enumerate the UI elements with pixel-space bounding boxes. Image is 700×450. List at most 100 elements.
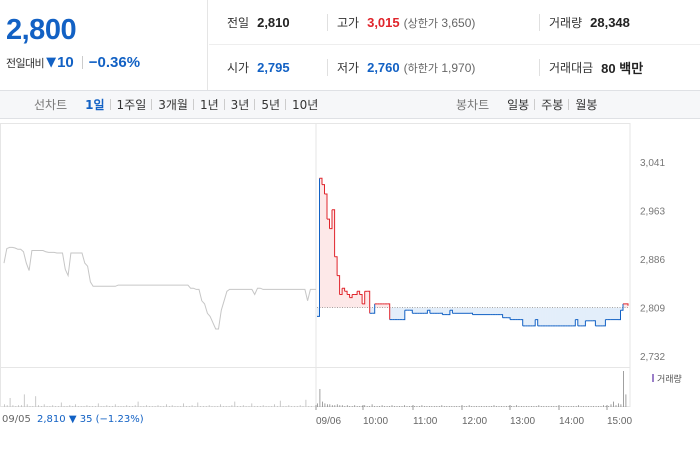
volume-bar xyxy=(234,401,236,407)
volume-bar xyxy=(526,406,527,407)
volume-bar xyxy=(92,406,93,407)
volume-bar xyxy=(563,406,565,407)
area-segment xyxy=(449,307,453,311)
today-line-segment xyxy=(592,320,596,326)
today-line-segment xyxy=(344,290,348,295)
volume-bar xyxy=(134,405,136,407)
volume-bar xyxy=(401,406,403,407)
area-segment xyxy=(317,307,320,317)
tab-daily-candle[interactable]: 일봉 xyxy=(507,98,530,112)
today-line-segment xyxy=(359,294,363,304)
upper-limit-label: 상한가 xyxy=(407,16,439,30)
volume-bar xyxy=(496,406,497,407)
volume-bar xyxy=(35,396,37,407)
volume-bar xyxy=(114,404,116,407)
plot-border xyxy=(0,123,631,407)
volume-bar xyxy=(60,402,62,407)
area-segment xyxy=(327,219,330,308)
volume-bar xyxy=(191,405,193,407)
tab-period-3[interactable]: 1년 xyxy=(192,96,225,113)
area-segment xyxy=(602,307,606,326)
volume-bar xyxy=(565,406,567,407)
area-segment xyxy=(419,307,423,314)
change-label: 전일대비 xyxy=(6,56,45,70)
volume-bar xyxy=(486,406,487,407)
volume-bar xyxy=(257,406,258,407)
volume-bar xyxy=(553,406,555,407)
today-line-segment xyxy=(447,310,451,316)
volume-bar xyxy=(349,406,351,407)
area-segment xyxy=(369,307,373,314)
volume-bar xyxy=(598,406,599,407)
volume-bar xyxy=(503,406,505,407)
open-value: 2,795 xyxy=(257,60,290,75)
volume-bar xyxy=(386,406,388,407)
volume-bar xyxy=(419,406,420,407)
area-segment xyxy=(557,307,561,326)
area-segment xyxy=(347,294,350,308)
today-line-segment xyxy=(618,310,621,321)
area-segment xyxy=(427,307,431,311)
volume-bar xyxy=(436,406,438,407)
volume-bar xyxy=(143,406,145,407)
down-triangle-icon: ▼ xyxy=(68,414,77,425)
area-segment xyxy=(339,294,343,308)
volume-bar xyxy=(146,405,147,407)
volume-bar xyxy=(21,405,22,407)
volume-bar xyxy=(126,405,128,407)
area-segment xyxy=(615,307,619,320)
volume-bar xyxy=(254,406,256,407)
volume-bar xyxy=(9,398,11,407)
tab-period-2[interactable]: 3개월 xyxy=(151,96,194,113)
volume-bar xyxy=(433,406,435,407)
volume-bar xyxy=(603,405,604,407)
volume-bar xyxy=(578,405,579,407)
tab-day[interactable]: 1일 xyxy=(85,98,105,112)
area-segment xyxy=(389,307,393,320)
volume-bar xyxy=(391,405,393,407)
area-segment xyxy=(432,307,436,314)
area-segment xyxy=(505,307,508,318)
prev-close: 전일 2,810 xyxy=(227,0,290,45)
volume-bar xyxy=(151,406,153,407)
volume-bar xyxy=(251,403,253,407)
today-line-segment xyxy=(334,256,338,276)
volume-bar xyxy=(334,405,336,407)
tab-period-1[interactable]: 1주일 xyxy=(109,96,153,113)
volume-bar xyxy=(448,406,450,407)
tab-period-5[interactable]: 5년 xyxy=(254,96,286,113)
today-line-segment xyxy=(372,303,376,314)
volume-bar xyxy=(97,403,99,407)
tab-weekly-candle[interactable]: 주봉 xyxy=(534,96,569,113)
area-segment xyxy=(520,307,523,320)
volume-bar xyxy=(291,406,292,407)
area-segment xyxy=(625,303,629,308)
area-segment xyxy=(387,303,390,308)
today-line-segment xyxy=(532,319,536,327)
divider xyxy=(539,14,540,31)
x-tick-label: 10:00 xyxy=(363,416,388,427)
y-tick-label: 2,886 xyxy=(640,255,665,266)
today-line-segment xyxy=(424,310,428,314)
area-segment xyxy=(437,307,441,314)
area-segment xyxy=(352,294,355,308)
area-segment xyxy=(605,307,609,320)
volume-bar xyxy=(341,405,343,407)
today-line-segment xyxy=(357,290,361,295)
volume-bar xyxy=(493,405,495,407)
tab-period-4[interactable]: 3년 xyxy=(223,96,256,113)
area-segment xyxy=(555,307,558,326)
today-line-segment xyxy=(535,319,539,326)
volume-bars: 거래량 xyxy=(0,367,682,407)
area-segment xyxy=(610,307,614,320)
x-tick-label: 14:00 xyxy=(559,416,584,427)
volume-bar xyxy=(438,406,440,407)
tab-period-6[interactable]: 10년 xyxy=(285,96,324,113)
today-line-segment xyxy=(317,178,320,317)
volume-bar xyxy=(521,406,522,407)
today-line-segment xyxy=(449,309,453,314)
volume-bar xyxy=(555,406,557,407)
tab-monthly-candle[interactable]: 월봉 xyxy=(568,96,603,113)
volume-bar xyxy=(346,405,348,407)
volume-bar xyxy=(414,406,415,407)
